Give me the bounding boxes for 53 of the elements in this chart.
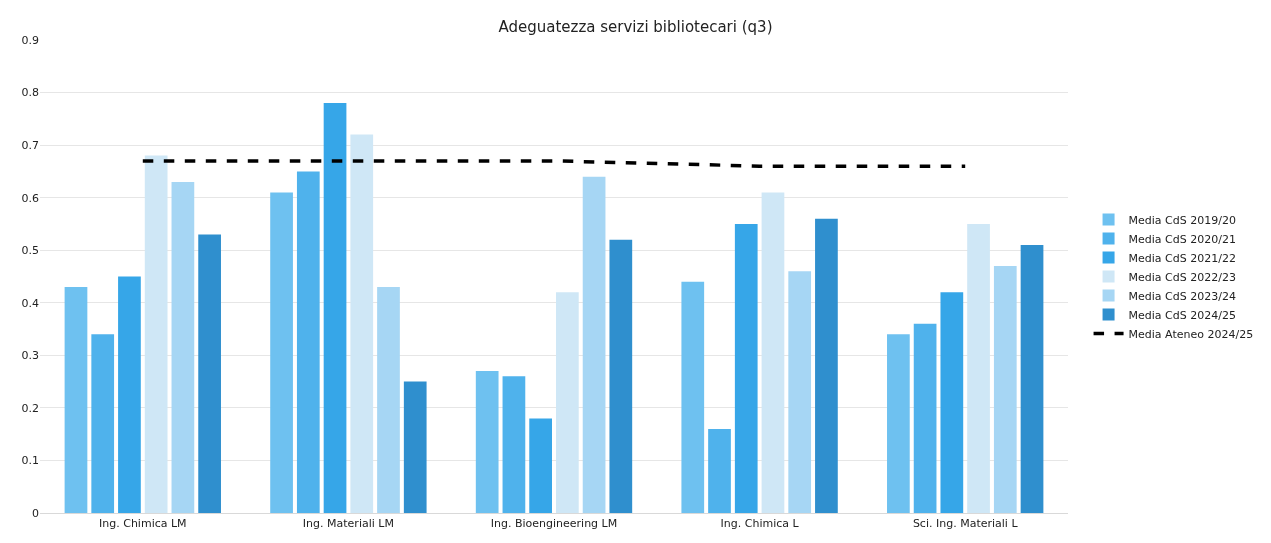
y-tick-label: 0.9 <box>21 33 39 47</box>
y-tick-label: 0.7 <box>21 138 39 152</box>
bar <box>323 103 347 513</box>
bar <box>993 265 1017 513</box>
bar <box>171 181 195 513</box>
bar <box>681 281 705 513</box>
y-tick-label: 0.8 <box>21 86 39 100</box>
bar <box>609 239 633 513</box>
chart-title: Adeguatezza servizi bibliotecari (q3) <box>498 18 773 37</box>
bar <box>296 171 320 513</box>
y-tick-label: 0 <box>32 506 39 520</box>
x-tick-label: Ing. Bioengineering LM <box>490 517 618 531</box>
bar <box>761 192 785 513</box>
bar <box>118 276 141 513</box>
y-tick-label: 0.4 <box>21 296 39 310</box>
legend-label: Media CdS 2020/21 <box>1128 232 1236 246</box>
bar <box>815 218 838 513</box>
bar <box>788 271 812 513</box>
y-tick-label: 0.3 <box>21 349 39 363</box>
bar <box>967 223 990 513</box>
x-tick-label: Ing. Materiali LM <box>302 517 394 531</box>
bar <box>377 287 400 513</box>
bar <box>198 234 221 513</box>
legend-label: Media CdS 2023/24 <box>1128 289 1236 303</box>
bar <box>350 134 374 513</box>
bar <box>734 223 758 513</box>
legend-label: Media CdS 2022/23 <box>1128 270 1236 284</box>
bar <box>475 371 499 513</box>
legend-label: Media CdS 2021/22 <box>1128 251 1236 265</box>
bar <box>403 381 427 513</box>
x-tick-label: Ing. Chimica L <box>720 517 800 531</box>
bar <box>502 376 526 513</box>
bar <box>144 155 168 513</box>
bar <box>940 292 964 513</box>
x-tick-label: Sci. Ing. Materiali L <box>912 517 1019 531</box>
bar <box>64 287 88 513</box>
bar <box>887 334 910 513</box>
bar <box>708 428 731 513</box>
bar <box>556 292 579 513</box>
y-tick-label: 0.6 <box>21 191 39 205</box>
y-tick-label: 0.5 <box>21 244 39 258</box>
y-tick-label: 0.2 <box>21 401 39 415</box>
y-tick-label: 0.1 <box>21 454 39 468</box>
bar <box>1020 244 1044 513</box>
bar <box>270 192 293 513</box>
legend-label: Media CdS 2024/25 <box>1128 308 1236 322</box>
x-tick-label: Ing. Chimica LM <box>99 517 187 531</box>
bar <box>582 176 606 513</box>
legend-label: Media CdS 2019/20 <box>1128 213 1236 227</box>
bar <box>529 418 552 513</box>
bar <box>91 334 115 513</box>
bar <box>913 323 937 513</box>
legend-label: Media Ateneo 2024/25 <box>1128 327 1254 341</box>
